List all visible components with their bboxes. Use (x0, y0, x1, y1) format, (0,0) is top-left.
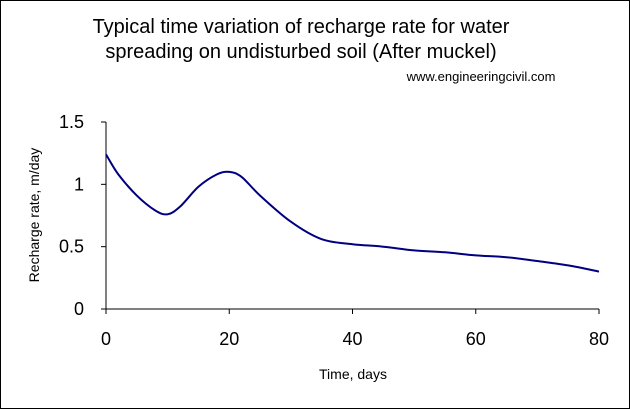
y-tick-label: 1 (74, 174, 84, 194)
y-axis-ticks: 0 0.5 1 1.5 (59, 112, 106, 319)
x-axis-label: Time, days (319, 366, 387, 382)
source-note: www.engineeringcivil.com (406, 69, 556, 84)
y-tick-label: 0 (74, 299, 84, 319)
chart-title-line-2: spreading on undisturbed soil (After muc… (105, 41, 496, 63)
x-tick-label: 60 (466, 329, 486, 349)
y-axis-label: Recharge rate, m/day (26, 148, 42, 283)
x-axis-ticks: 0 20 40 60 80 (101, 309, 609, 349)
chart-title-line-1: Typical time variation of recharge rate … (93, 16, 510, 38)
x-tick-label: 40 (342, 329, 362, 349)
x-tick-label: 20 (219, 329, 239, 349)
x-tick-label: 0 (101, 329, 111, 349)
recharge-rate-series-line (105, 153, 600, 273)
y-tick-label: 0.5 (59, 237, 84, 257)
x-tick-label: 80 (589, 329, 609, 349)
y-tick-label: 1.5 (59, 112, 84, 132)
